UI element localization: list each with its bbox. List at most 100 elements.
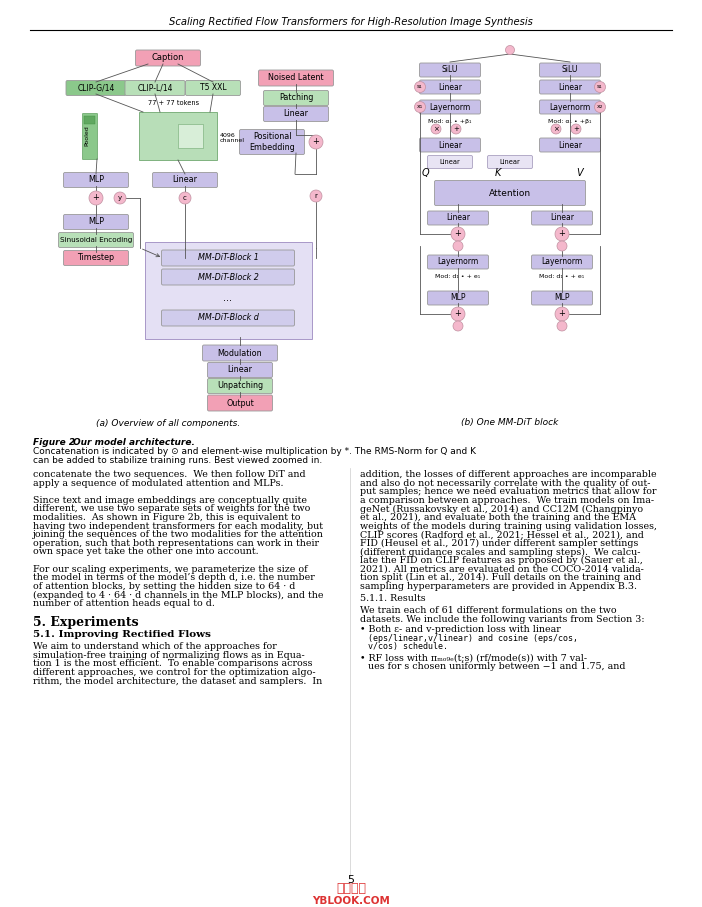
Text: 5. Experiments: 5. Experiments [33,616,138,629]
Text: Mod: d₁ • + e₁: Mod: d₁ • + e₁ [435,274,481,278]
Text: ues for s chosen uniformly between −1 and 1.75, and: ues for s chosen uniformly between −1 an… [368,661,625,670]
FancyBboxPatch shape [152,172,218,188]
FancyBboxPatch shape [135,50,201,66]
FancyBboxPatch shape [63,250,128,266]
Text: MM-DiT-Block 1: MM-DiT-Block 1 [197,253,258,262]
Text: (different guidance scales and sampling steps).  We calcu-: (different guidance scales and sampling … [360,548,640,557]
Text: We aim to understand which of the approaches for: We aim to understand which of the approa… [33,642,277,651]
FancyBboxPatch shape [540,138,600,152]
Text: T5 XXL: T5 XXL [199,83,226,93]
Text: operation, such that both representations can work in their: operation, such that both representation… [33,539,319,548]
Text: Linear: Linear [558,83,582,92]
Text: Mod: α₁ • +β₁: Mod: α₁ • +β₁ [428,119,472,123]
Text: We train each of 61 different formulations on the two: We train each of 61 different formulatio… [360,606,616,615]
FancyBboxPatch shape [185,81,241,95]
Text: CLIP-G/14: CLIP-G/14 [77,83,114,93]
Text: K: K [495,168,501,178]
Text: v/cos) schedule.: v/cos) schedule. [368,642,448,651]
FancyBboxPatch shape [208,395,272,411]
Text: Our model architecture.: Our model architecture. [73,438,195,447]
Text: MM-DiT-Block 2: MM-DiT-Block 2 [197,272,258,281]
Text: 研报之家: 研报之家 [336,882,366,894]
Circle shape [453,321,463,331]
Text: modalities.  As shown in Figure 2b, this is equivalent to: modalities. As shown in Figure 2b, this … [33,513,300,522]
Text: +: + [573,126,579,132]
Text: Linear: Linear [550,213,574,222]
FancyBboxPatch shape [428,255,489,269]
FancyBboxPatch shape [208,378,272,394]
Text: having two independent transformers for each modality, but: having two independent transformers for … [33,522,323,531]
Text: Layernorm: Layernorm [550,102,590,112]
Text: ×: × [553,126,559,132]
Circle shape [451,227,465,241]
Text: joining the sequences of the two modalities for the attention: joining the sequences of the two modalit… [33,531,324,539]
Text: own space yet take the other one into account.: own space yet take the other one into ac… [33,548,258,556]
Text: Unpatching: Unpatching [217,382,263,391]
Text: Linear: Linear [500,159,520,165]
Text: Linear: Linear [284,110,308,119]
Text: +: + [455,309,461,318]
Text: can be added to stabilize training runs. Best viewed zoomed in.: can be added to stabilize training runs.… [33,456,322,465]
Text: Since text and image embeddings are conceptually quite: Since text and image embeddings are conc… [33,496,307,505]
FancyBboxPatch shape [428,155,472,169]
FancyBboxPatch shape [435,180,585,206]
FancyBboxPatch shape [145,241,312,338]
Text: the model in terms of the model’s depth d, i.e. the number: the model in terms of the model’s depth … [33,573,314,582]
FancyBboxPatch shape [540,63,600,77]
Text: Scaling Rectified Flow Transformers for High-Resolution Image Synthesis: Scaling Rectified Flow Transformers for … [169,17,533,27]
Text: Linear: Linear [446,213,470,222]
Text: simulation-free training of normalizing flows as in Equa-: simulation-free training of normalizing … [33,651,305,659]
FancyBboxPatch shape [178,124,203,148]
Circle shape [595,82,606,93]
Text: c: c [183,195,187,201]
Text: et al., 2021), and evaluate both the training and the EMA: et al., 2021), and evaluate both the tra… [360,513,636,522]
FancyBboxPatch shape [531,255,592,269]
Circle shape [114,192,126,204]
Circle shape [451,307,465,321]
FancyBboxPatch shape [84,116,95,124]
FancyBboxPatch shape [63,172,128,188]
Text: +: + [312,138,319,147]
Text: +: + [559,229,565,239]
Text: Figure 2.: Figure 2. [33,438,79,447]
Text: 5.1.1. Results: 5.1.1. Results [360,594,425,603]
Text: Layernorm: Layernorm [541,258,583,267]
Text: MLP: MLP [88,218,104,227]
Text: ...: ... [223,293,232,303]
Text: V: V [576,168,583,178]
Circle shape [89,191,103,205]
Text: MM-DiT-Block d: MM-DiT-Block d [197,314,258,323]
Text: Pooled: Pooled [84,126,89,146]
FancyBboxPatch shape [487,155,533,169]
FancyBboxPatch shape [531,211,592,225]
Text: • Both ε- and v-prediction loss with linear: • Both ε- and v-prediction loss with lin… [360,625,561,634]
Text: Caption: Caption [152,54,184,63]
Text: MLP: MLP [555,294,570,303]
FancyBboxPatch shape [420,80,480,94]
Circle shape [555,307,569,321]
FancyBboxPatch shape [263,106,329,122]
Text: apply a sequence of modulated attention and MLPs.: apply a sequence of modulated attention … [33,479,284,488]
Circle shape [309,135,323,149]
Text: number of attention heads equal to d.: number of attention heads equal to d. [33,599,215,608]
Text: rithm, the model architecture, the dataset and samplers.  In: rithm, the model architecture, the datas… [33,677,322,686]
Text: Layernorm: Layernorm [437,258,479,267]
Text: (a) Overview of all components.: (a) Overview of all components. [96,418,240,427]
Text: put samples; hence we need evaluation metrics that allow for: put samples; hence we need evaluation me… [360,487,656,496]
Text: Mod: α₁ • +β₁: Mod: α₁ • +β₁ [548,119,592,123]
Circle shape [557,321,567,331]
FancyBboxPatch shape [66,81,126,95]
Text: 4096
channel: 4096 channel [220,132,245,143]
Circle shape [310,190,322,202]
Text: of attention blocks, by setting the hidden size to 64 · d: of attention blocks, by setting the hidd… [33,581,296,590]
Circle shape [505,45,515,54]
Text: MLP: MLP [88,175,104,184]
FancyBboxPatch shape [428,291,489,305]
Text: tion split (Lin et al., 2014). Full details on the training and: tion split (Lin et al., 2014). Full deta… [360,573,641,582]
FancyBboxPatch shape [428,211,489,225]
Text: Linear: Linear [173,175,197,184]
Circle shape [571,124,581,134]
Text: (b) One MM-DiT block: (b) One MM-DiT block [461,418,559,427]
FancyBboxPatch shape [139,112,217,160]
Text: datasets. We include the following variants from Section 3:: datasets. We include the following varia… [360,615,644,624]
